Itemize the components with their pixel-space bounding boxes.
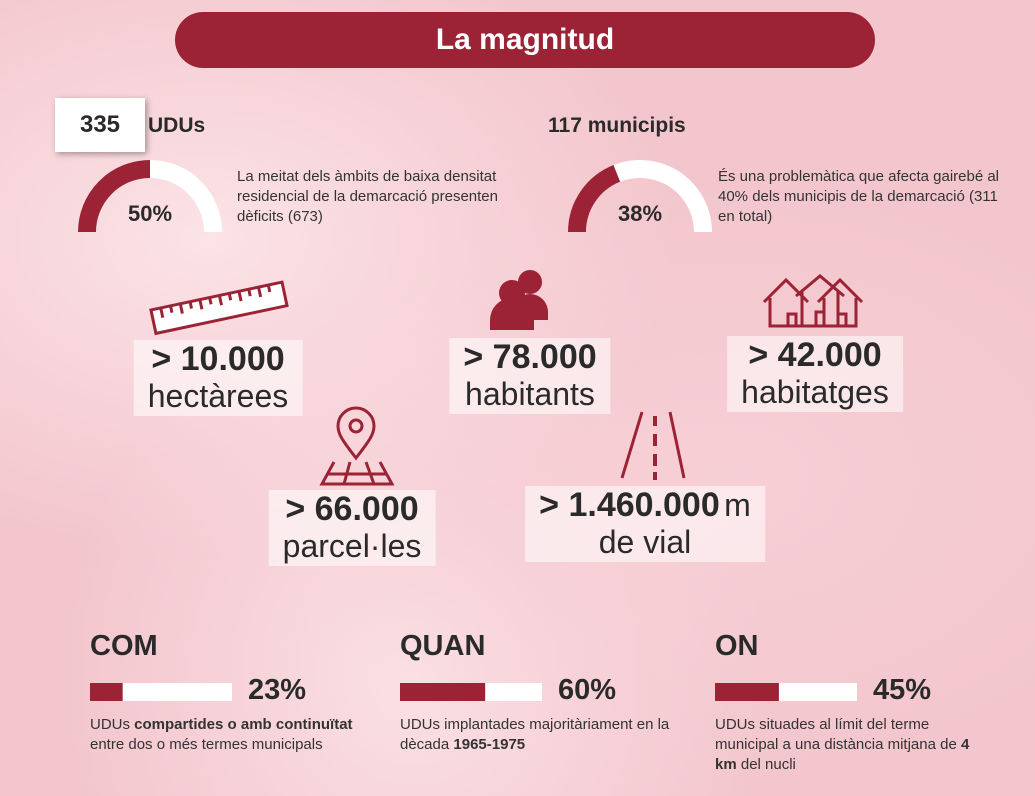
figure-unit: habitants	[465, 376, 595, 412]
description-part: UDUs	[90, 716, 135, 733]
gauge-label: 117 municipis	[548, 114, 686, 137]
figure-value: > 78.000	[463, 338, 597, 376]
figure-unit: hectàrees	[147, 378, 289, 414]
bar-description: UDUs situades al límit del terme municip…	[715, 715, 990, 775]
figure-value: > 42.000	[748, 336, 882, 374]
description-part: UDUs implantades majoritàriament en la d…	[400, 716, 670, 753]
description-part: compartides o amb continuïtat	[134, 716, 353, 733]
description-part: entre dos o més termes municipals	[90, 736, 323, 753]
figure-suffix: m	[724, 487, 751, 523]
description-part: UDUs situades al límit del terme municip…	[715, 716, 961, 753]
description-part: 4 km	[715, 736, 970, 773]
bar-description: UDUs implantades majoritàriament en la d…	[400, 715, 675, 755]
gauge-fill	[568, 165, 621, 233]
bar-heading: COM	[90, 630, 158, 662]
bar-value: 45%	[873, 674, 932, 706]
bar-fill	[90, 683, 123, 701]
gauge-value: 50%	[127, 201, 173, 226]
icons	[149, 270, 864, 486]
figure-value: > 66.000	[285, 490, 419, 528]
gauge-description: La meitat dels àmbits de baixa densitat …	[237, 168, 498, 225]
figure: > 78.000 habitants	[449, 338, 611, 414]
description-part: del nucli	[736, 756, 796, 773]
gauge-label: UDUs	[148, 114, 206, 137]
bar-fill	[715, 683, 779, 701]
figure: > 42.000 habitatges	[727, 336, 903, 412]
houses-icon	[762, 274, 864, 328]
description-part: 1965-1975	[453, 736, 526, 753]
people-icon	[490, 270, 548, 330]
title: La magnitud	[175, 12, 875, 68]
road-icon	[620, 411, 686, 480]
bar-track	[90, 683, 232, 701]
figure: > 10.000 hectàrees	[133, 340, 303, 416]
bar-value: 60%	[558, 674, 617, 706]
figure-unit: parcel·les	[282, 528, 422, 564]
figure-value: > 10.000	[151, 340, 285, 378]
pin-icon	[319, 406, 395, 486]
bar-heading: ON	[715, 630, 759, 662]
figure: > 1.460.000 m de vial	[525, 486, 765, 562]
ruler-icon	[149, 280, 289, 336]
gauge-value: 38%	[617, 201, 663, 226]
gauge-description: És una problemàtica que afecta gairebé a…	[718, 168, 1000, 225]
figure: > 66.000 parcel·les	[268, 490, 436, 566]
bar-value: 23%	[248, 674, 307, 706]
figure-unit: habitatges	[741, 374, 889, 410]
gauge-fill	[78, 160, 151, 233]
figure-value: > 1.460.000	[539, 486, 720, 524]
bar-heading: QUAN	[400, 630, 486, 662]
figure-unit: de vial	[598, 524, 692, 560]
bar-fill	[400, 683, 486, 701]
bar-description: UDUs compartides o amb continuïtat entre…	[90, 715, 365, 755]
udu-count: 335	[55, 98, 145, 152]
